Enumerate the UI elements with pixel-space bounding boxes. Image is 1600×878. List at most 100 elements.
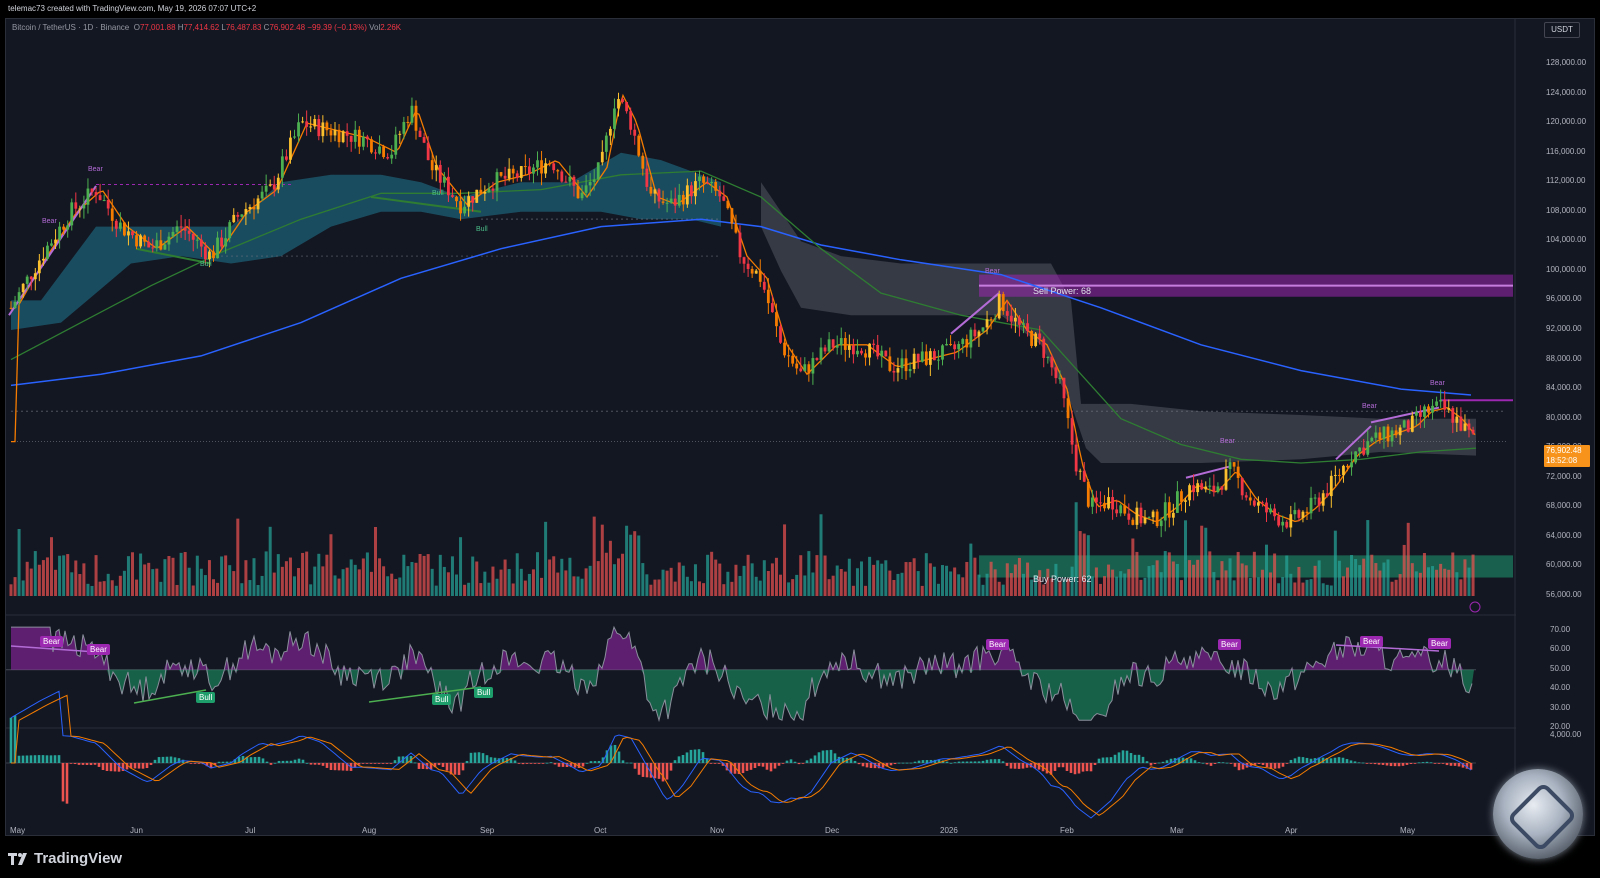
macd-histogram-bar: [1449, 763, 1453, 766]
macd-histogram-bar: [641, 763, 645, 777]
rsi-bull-flag: Bull: [432, 694, 452, 705]
macd-histogram-bar: [785, 760, 789, 763]
macd-histogram-bar: [1333, 757, 1337, 763]
macd-histogram-bar: [1209, 763, 1213, 766]
candle-body: [1244, 495, 1248, 498]
volume-bar: [527, 573, 531, 596]
macd-histogram-bar: [1049, 763, 1053, 775]
volume-bar: [576, 576, 580, 596]
macd-histogram-bar: [1157, 762, 1161, 764]
current-price-value: 76,902.48: [1546, 446, 1582, 455]
volume-bar: [337, 578, 341, 596]
candle-body: [1374, 432, 1378, 438]
volume-bar: [434, 585, 438, 596]
ichimoku-cloud-bull: [11, 152, 721, 330]
volume-bar: [645, 574, 649, 596]
candle-body: [123, 222, 126, 236]
candle-body: [896, 368, 900, 373]
volume-bar: [641, 563, 645, 596]
volume-bar: [556, 572, 560, 596]
volume-bar: [479, 583, 483, 596]
rsi-axis-label: 40.00: [1550, 683, 1571, 693]
candle-body: [1342, 465, 1345, 476]
macd-histogram-bar: [1201, 762, 1205, 764]
macd-histogram-bar: [1165, 760, 1169, 763]
volume-bar: [1216, 580, 1220, 596]
volume-bar: [807, 551, 811, 596]
rsi-axis-label: 60.00: [1550, 644, 1571, 654]
macd-histogram-bar: [1189, 758, 1193, 763]
volume-bar: [604, 552, 608, 596]
macd-histogram-bar: [1213, 763, 1217, 764]
candle-body: [163, 244, 167, 250]
macd-histogram-bar: [121, 763, 125, 771]
candle-body: [305, 121, 309, 127]
candle-body: [977, 331, 981, 337]
volume-bar: [1058, 580, 1062, 596]
bear-signal-marker: Bear: [1220, 438, 1235, 445]
macd-histogram-bar: [917, 760, 921, 763]
macd-histogram-bar: [45, 755, 49, 763]
buy-power-label: Buy Power: 62: [1033, 574, 1092, 584]
macd-histogram-bar: [489, 757, 493, 763]
volume-bar: [1159, 572, 1163, 596]
price-axis-label: 84,000.00: [1546, 383, 1582, 393]
current-price-tag: 76,902.48 18:52:08: [1544, 445, 1590, 467]
candle-body: [645, 168, 649, 187]
candle-body: [447, 176, 450, 196]
macd-histogram-bar: [1097, 758, 1101, 763]
candle-body: [1196, 483, 1200, 493]
symbol-name[interactable]: Bitcoin / TetherUS · 1D · Binance: [12, 23, 130, 32]
macd-histogram-bar: [385, 763, 389, 764]
macd-histogram-bar: [761, 763, 765, 767]
candle-body: [13, 301, 17, 309]
macd-histogram-bar: [509, 757, 513, 763]
macd-histogram-bar: [1345, 759, 1349, 763]
tradingview-brand: TradingView: [34, 850, 123, 867]
candle-body: [1159, 520, 1163, 527]
chart-svg[interactable]: [6, 19, 1594, 835]
currency-button[interactable]: USDT: [1544, 22, 1580, 38]
volume-bar: [552, 556, 556, 596]
candle-body: [1224, 469, 1228, 490]
candle-body: [467, 196, 471, 207]
candle-body: [900, 358, 904, 369]
macd-histogram-bar: [293, 759, 297, 763]
volume-bar: [284, 561, 288, 596]
volume-bar: [1325, 584, 1329, 596]
volume-bar: [1252, 551, 1256, 596]
volume-bar: [706, 554, 710, 596]
volume-bar: [592, 516, 596, 596]
candle-body: [353, 129, 357, 142]
volume-bar: [54, 569, 58, 596]
macd-histogram-bar: [1057, 763, 1061, 768]
volume-bar: [1447, 569, 1451, 596]
candle-body: [58, 226, 61, 240]
macd-histogram-bar: [1365, 763, 1369, 764]
price-axis-label: 64,000.00: [1546, 530, 1582, 540]
chart-area[interactable]: [5, 18, 1595, 836]
macd-histogram-bar: [1377, 763, 1381, 765]
volume-bar: [1082, 533, 1086, 596]
volume-bar: [734, 564, 738, 596]
candle-body: [1111, 497, 1114, 510]
macd-histogram-bar: [1109, 757, 1113, 763]
candle-body: [669, 198, 673, 203]
volume-bar: [1078, 531, 1082, 596]
macd-histogram-bar: [597, 760, 601, 763]
candle-body: [1030, 331, 1033, 346]
volume-bar: [1378, 570, 1382, 596]
candle-body: [131, 231, 134, 236]
volume-bar: [260, 575, 264, 596]
candle-body: [1309, 497, 1313, 514]
candle-body: [710, 181, 714, 184]
volume-bar: [629, 534, 633, 596]
volume-bar: [1062, 578, 1066, 596]
macd-histogram-bar: [909, 762, 913, 764]
volume-bar: [248, 580, 252, 596]
volume-bar: [450, 556, 454, 596]
volume-bar: [548, 559, 552, 596]
volume-bar: [1131, 538, 1135, 596]
tradingview-logo[interactable]: TradingView: [8, 850, 122, 867]
candle-body: [195, 239, 199, 241]
